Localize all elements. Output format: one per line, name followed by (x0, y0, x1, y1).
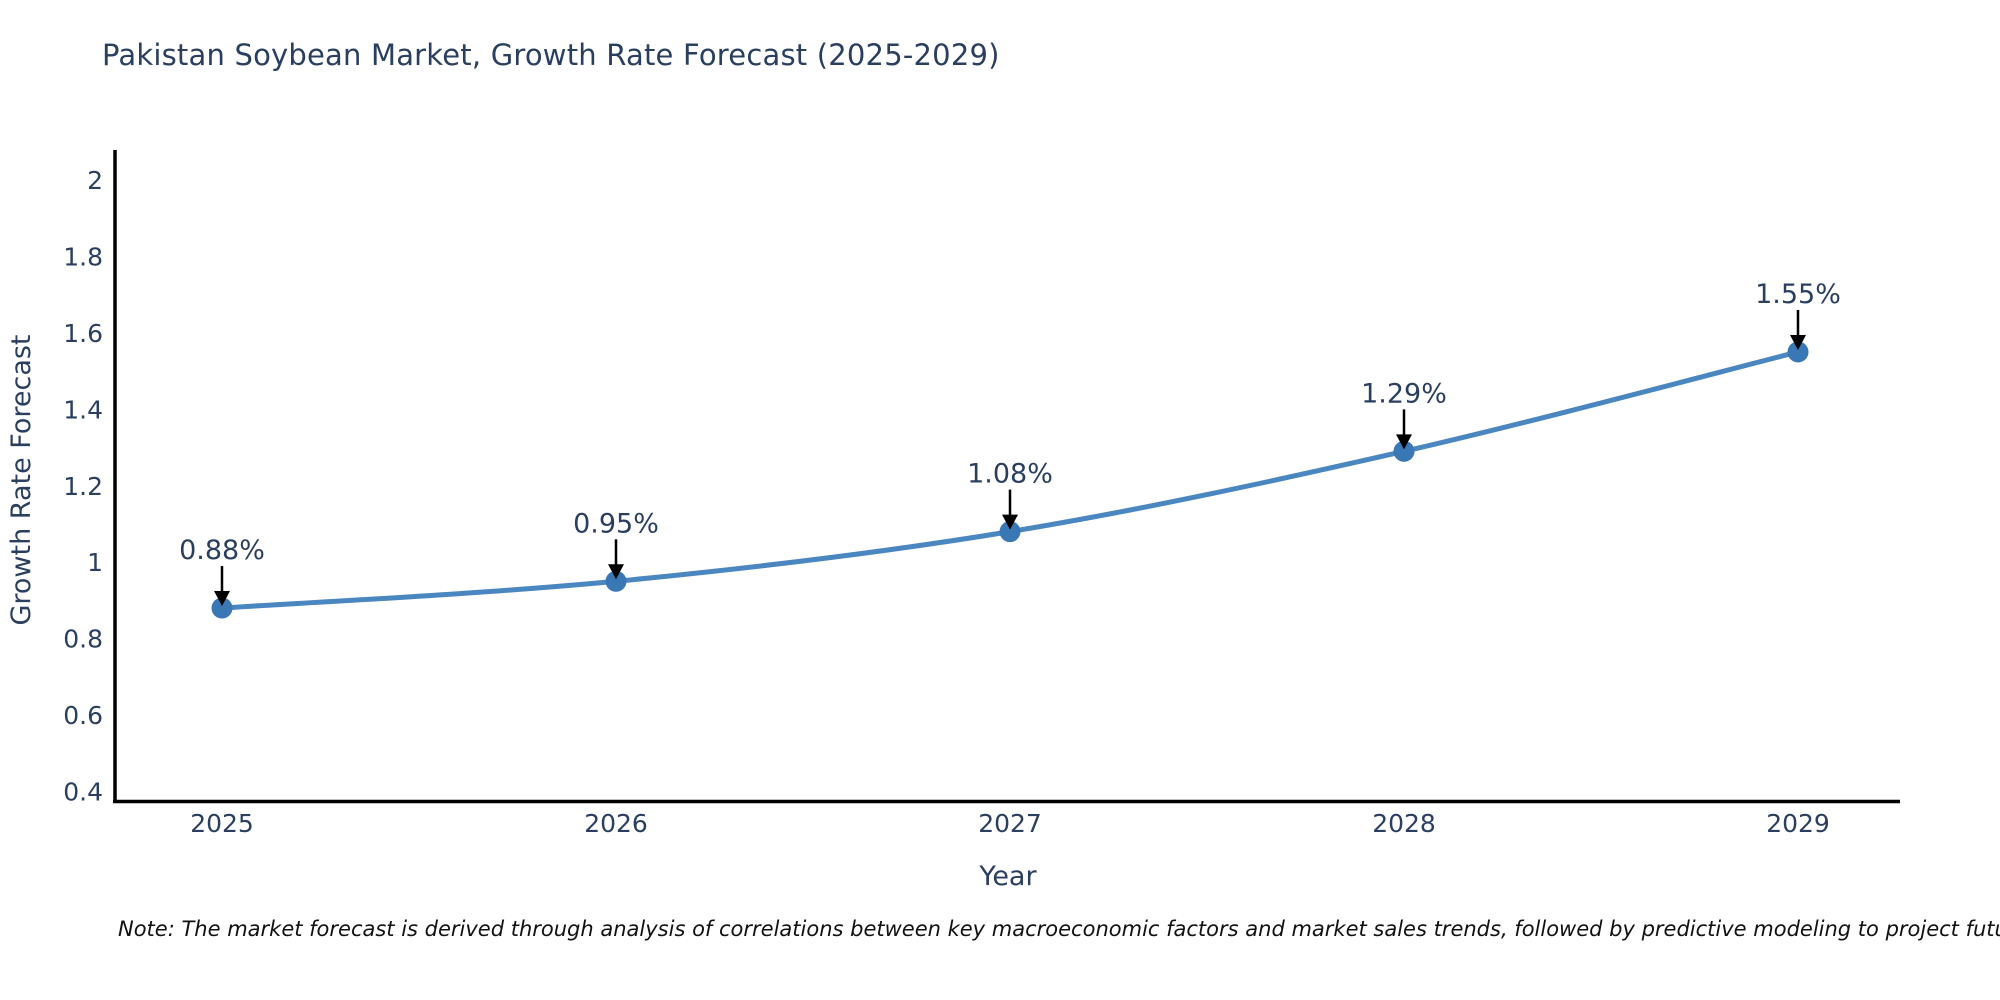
y-tick-label: 1 (87, 548, 103, 577)
y-tick-label: 1.8 (63, 242, 103, 271)
y-tick-label: 0.4 (63, 778, 103, 807)
y-axis-title: Growth Rate Forecast (6, 334, 37, 625)
data-point (1393, 440, 1415, 462)
x-tick-label: 2027 (978, 809, 1042, 838)
annotation-label: 1.55% (1755, 279, 1841, 310)
y-tick-label: 0.8 (63, 625, 103, 654)
x-tick-label: 2026 (584, 809, 648, 838)
x-axis-title: Year (978, 861, 1037, 892)
annotation-label: 0.95% (573, 508, 659, 539)
y-tick-label: 0.6 (63, 701, 103, 730)
y-tick-label: 2 (87, 166, 103, 195)
footnote-text: Note: The market forecast is derived thr… (118, 917, 2000, 941)
annotation-label: 1.08% (967, 459, 1053, 490)
data-point (211, 597, 233, 619)
chart-title: Pakistan Soybean Market, Growth Rate For… (102, 38, 1000, 72)
annotation-arrow-head (608, 564, 624, 580)
annotation-arrow-head (1396, 434, 1412, 450)
x-tick-label: 2029 (1766, 809, 1830, 838)
data-point (999, 521, 1021, 543)
annotation-arrow-head (1790, 334, 1806, 350)
annotation-label: 1.29% (1361, 378, 1447, 409)
y-tick-label: 1.4 (63, 395, 103, 424)
annotation-arrow-head (1002, 514, 1018, 530)
y-tick-label: 1.2 (63, 472, 103, 501)
data-point (605, 570, 627, 592)
annotation-arrow-head (214, 591, 230, 607)
x-tick-label: 2025 (190, 809, 254, 838)
data-point (1787, 341, 1809, 363)
y-tick-label: 1.6 (63, 319, 103, 348)
annotation-label: 0.88% (179, 535, 265, 566)
x-tick-label: 2028 (1372, 809, 1436, 838)
